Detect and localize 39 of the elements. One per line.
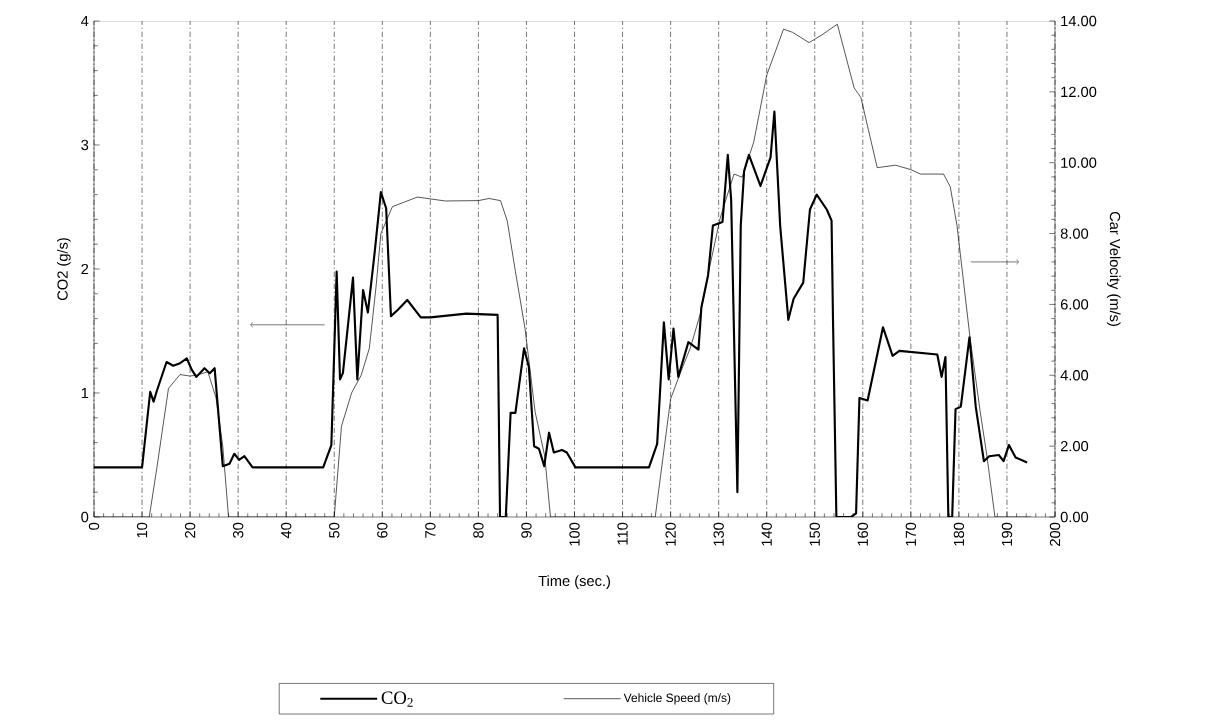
- x-tick-label: 190: [1001, 522, 1013, 546]
- y2-tick-label: 10.00: [1061, 157, 1097, 168]
- x-tick-label: 200: [1049, 522, 1061, 546]
- y-axis-title: CO2 (g/s): [56, 238, 71, 301]
- x-tick-label: 40: [281, 522, 292, 539]
- y2-tick-label: 2.00: [1060, 440, 1089, 452]
- x-tick-label: 140: [761, 522, 772, 546]
- x-tick-label: 160: [857, 522, 869, 546]
- x-axis-title: Time (sec.): [538, 575, 610, 589]
- x-tick-label: 180: [953, 522, 965, 546]
- x-tick-label: 80: [473, 522, 484, 538]
- y-tick-label: 3: [81, 139, 89, 151]
- y2-tick-label: 0.00: [1060, 511, 1089, 523]
- x-tick-label: 70: [425, 522, 436, 538]
- x-tick-label: 110: [617, 522, 628, 545]
- x-tick-label: 10: [136, 522, 148, 538]
- y2-tick-label: 8.00: [1060, 228, 1089, 239]
- x-tick-label: 50: [329, 522, 340, 538]
- y2-axis-title: Car Velocity (m/s): [1106, 211, 1121, 326]
- x-tick-label: 60: [377, 522, 388, 538]
- x-tick-label: 120: [665, 522, 676, 546]
- y2-tick-label: 14.00: [1061, 15, 1097, 27]
- x-tick-label: 170: [905, 522, 917, 546]
- x-tick-label: 90: [521, 522, 532, 538]
- y-tick-label: 0: [81, 511, 89, 523]
- y2-tick-label: 4.00: [1060, 370, 1089, 381]
- legend-label: CO$_{2}$: [381, 691, 413, 707]
- y-tick-label: 4: [81, 15, 89, 27]
- x-tick-label: 100: [569, 522, 580, 546]
- x-tick-label: 150: [809, 522, 820, 546]
- y2-tick-label: 6.00: [1060, 299, 1089, 310]
- y-tick-label: 2: [81, 263, 89, 275]
- legend-label: Vehicle Speed (m/s): [623, 693, 731, 705]
- x-tick-label: 20: [184, 522, 196, 538]
- y-tick-label: 1: [81, 387, 89, 399]
- x-tick-label: 0: [88, 522, 100, 530]
- x-tick-label: 130: [713, 522, 724, 546]
- y2-tick-label: 12.00: [1061, 86, 1097, 98]
- x-tick-label: 30: [232, 522, 244, 538]
